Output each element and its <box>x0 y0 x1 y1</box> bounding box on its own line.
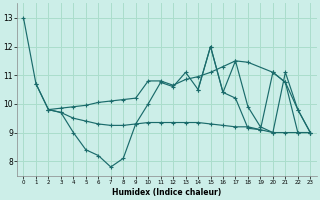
X-axis label: Humidex (Indice chaleur): Humidex (Indice chaleur) <box>112 188 221 197</box>
